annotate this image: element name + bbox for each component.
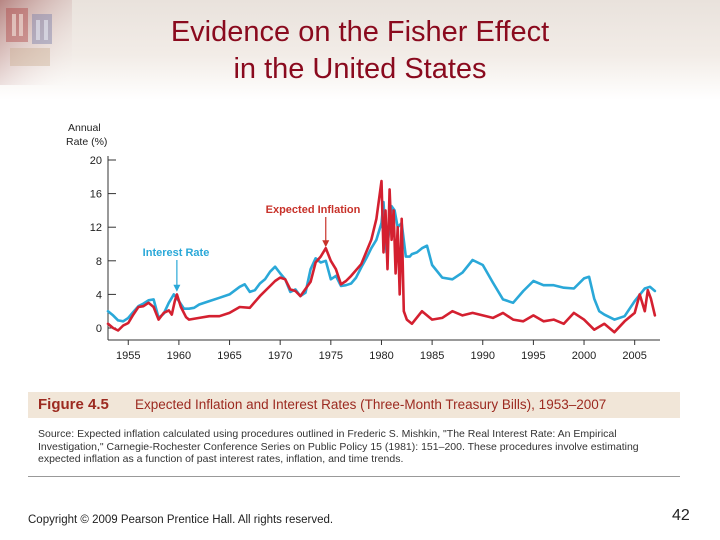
source-line-3: expected inflation as a function of past… — [38, 453, 404, 465]
page-number: 42 — [672, 507, 690, 524]
fisher-effect-chart: Annual Rate (%) 0 4 8 12 16 20 1955 1960 1965 197… — [66, 122, 660, 362]
y-axis-title-line1: Annual — [68, 122, 101, 134]
x-tick-label: 1975 — [319, 350, 343, 362]
chart-axes: 0 4 8 12 16 20 1955 1960 1965 1970 1975 1980 1985 199… — [90, 155, 660, 362]
y-tick-label: 20 — [90, 155, 102, 167]
figure-caption: Expected Inflation and Interest Rates (T… — [135, 397, 607, 412]
y-tick-label: 4 — [96, 289, 102, 301]
expected-inflation-arrowhead — [322, 240, 330, 248]
x-tick-label: 1965 — [217, 350, 241, 362]
expected-inflation-line — [106, 179, 657, 334]
x-tick-label: 1995 — [521, 350, 545, 362]
header-band — [0, 0, 720, 100]
x-tick-label: 1980 — [369, 350, 393, 362]
slide-title-line2: in the United States — [233, 53, 487, 85]
y-tick-label: 0 — [96, 323, 102, 335]
x-tick-label: 2000 — [572, 350, 596, 362]
y-tick-label: 16 — [90, 189, 102, 201]
interest-rate-line — [106, 200, 657, 323]
figure-number: Figure 4.5 — [38, 396, 109, 413]
figure-caption-bar: Figure 4.5 Expected Inflation and Intere… — [28, 392, 680, 418]
x-tick-label: 1970 — [268, 350, 292, 362]
expected-inflation-label: Expected Inflation — [266, 204, 361, 216]
logo-image — [0, 0, 72, 85]
chart-lines — [106, 179, 657, 334]
x-tick-label: 1960 — [167, 350, 191, 362]
figure-source-note: Source: Expected inflation calculated us… — [38, 428, 678, 466]
chart-annotations: Expected Inflation Interest Rate — [143, 204, 361, 292]
x-tick-label: 1985 — [420, 350, 444, 362]
y-tick-label: 8 — [96, 256, 102, 268]
interest-rate-label: Interest Rate — [143, 247, 210, 259]
x-tick-label: 1990 — [471, 350, 495, 362]
x-tick-label: 2005 — [622, 350, 646, 362]
y-axis-title-line2: Rate (%) — [66, 136, 107, 148]
slide-title-line1: Evidence on the Fisher Effect — [170, 16, 550, 48]
y-tick-label: 12 — [90, 222, 102, 234]
source-line-1: Source: Expected inflation calculated us… — [38, 428, 617, 440]
x-tick-label: 1955 — [116, 350, 140, 362]
copyright-notice: Copyright © 2009 Pearson Prentice Hall. … — [28, 514, 334, 526]
interest-rate-arrowhead — [173, 284, 181, 292]
source-line-2: Investigation," Carnegie-Rochester Confe… — [38, 440, 639, 453]
divider-rule — [28, 476, 680, 477]
slide-title: Evidence on the Fisher Effect in the Uni… — [0, 14, 720, 88]
